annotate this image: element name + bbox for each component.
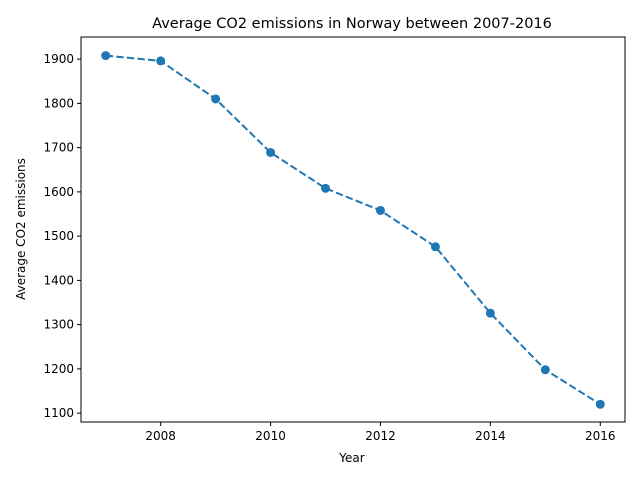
axis-ticks: 2008 2010 2012 2014 2016 1100 1200 1300 1400 1500…: [43, 52, 615, 443]
series-line: [105, 54, 601, 406]
series-marks: [101, 51, 605, 409]
y-tick-label: 1300: [43, 318, 74, 332]
data-point: [430, 242, 440, 252]
x-tick-label: 2016: [585, 429, 616, 443]
y-tick-label: 1500: [43, 229, 74, 243]
plot-area: [81, 37, 625, 422]
y-tick-label: 1200: [43, 362, 74, 376]
data-point: [485, 308, 495, 318]
y-axis-label: Average CO2 emissions: [14, 158, 28, 300]
data-point: [211, 94, 221, 104]
y-tick-label: 1800: [43, 96, 74, 110]
chart-title: Average CO2 emissions in Norway between …: [152, 16, 552, 32]
data-point: [156, 56, 166, 66]
y-tick-label: 1100: [43, 406, 74, 420]
y-tick-label: 1900: [43, 52, 74, 66]
x-tick-label: 2014: [475, 429, 506, 443]
data-point: [540, 365, 550, 375]
plot-frame: [80, 36, 626, 423]
y-tick-label: 1600: [43, 185, 74, 199]
x-tick-label: 2010: [255, 429, 286, 443]
x-tick-label: 2008: [145, 429, 176, 443]
data-point: [321, 183, 331, 193]
data-point: [595, 399, 605, 409]
data-point: [375, 205, 385, 215]
x-tick-label: 2012: [365, 429, 396, 443]
y-tick-label: 1400: [43, 273, 74, 287]
x-axis-label: Year: [338, 451, 364, 465]
data-point: [101, 51, 111, 61]
y-tick-label: 1700: [43, 141, 74, 155]
data-point: [266, 148, 276, 157]
